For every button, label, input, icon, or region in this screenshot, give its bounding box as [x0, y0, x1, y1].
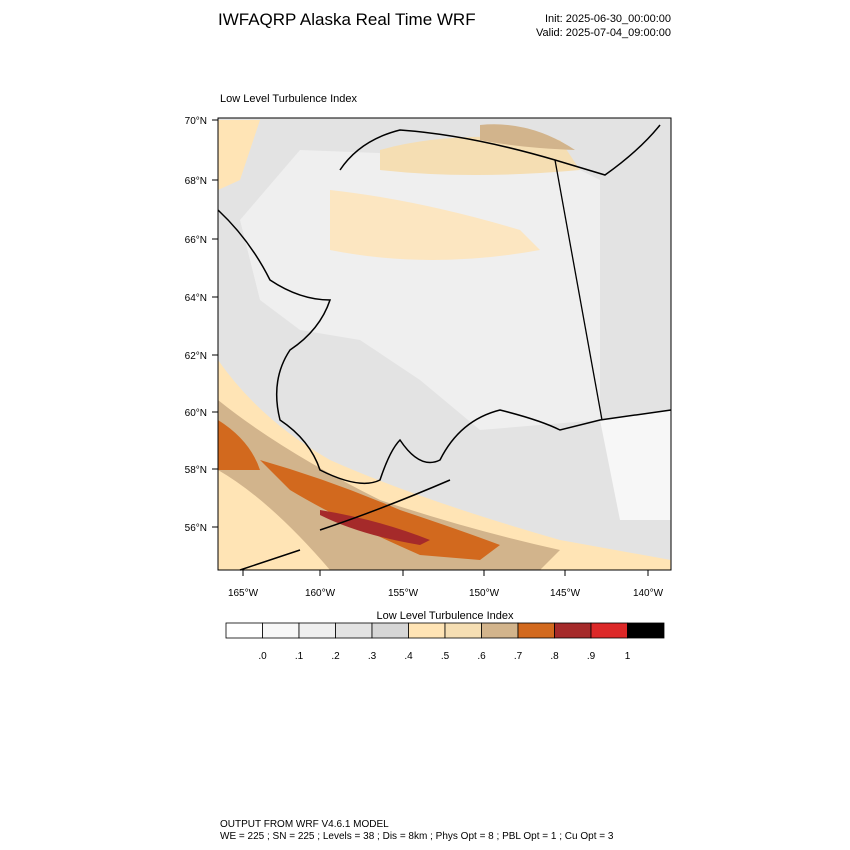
colorbar-swatch — [335, 622, 373, 639]
colorbar-swatch — [408, 622, 446, 639]
map-field — [218, 118, 671, 570]
lon-label: 145°W — [550, 588, 581, 599]
lat-label: 70°N — [185, 116, 207, 127]
colorbar-label: .9 — [587, 651, 596, 662]
map-frame — [217, 117, 672, 571]
lat-label: 60°N — [185, 408, 207, 419]
colorbar-swatch — [225, 622, 263, 639]
colorbar-label: .1 — [295, 651, 304, 662]
colorbar-label: 1 — [625, 651, 631, 662]
lat-label: 62°N — [185, 351, 207, 362]
lon-label: 165°W — [228, 588, 259, 599]
main-title: IWFAQRP Alaska Real Time WRF — [218, 10, 476, 29]
lon-label: 150°W — [469, 588, 500, 599]
lat-label: 68°N — [185, 176, 207, 187]
colorbar-label: .7 — [514, 651, 523, 662]
colorbar-label: .2 — [331, 651, 340, 662]
colorbar-label: .4 — [404, 651, 413, 662]
colorbar-swatch — [517, 622, 555, 639]
colorbar-label: .5 — [441, 651, 450, 662]
map-title: Low Level Turbulence Index — [220, 93, 357, 105]
lat-label: 66°N — [185, 235, 207, 246]
lat-label: 58°N — [185, 465, 207, 476]
init-time: Init: 2025-06-30_00:00:00 — [545, 13, 671, 25]
lon-label: 155°W — [388, 588, 419, 599]
colorbar-swatch — [262, 622, 300, 639]
borders — [554, 159, 603, 421]
lat-label: 64°N — [185, 293, 207, 304]
colorbar-label: .8 — [550, 651, 559, 662]
footer-line: WE = 225 ; SN = 225 ; Levels = 38 ; Dis … — [220, 831, 614, 842]
lat-label: 56°N — [185, 523, 207, 534]
colorbar-swatch — [481, 622, 519, 639]
colorbar-swatch — [298, 622, 336, 639]
colorbar-swatch — [554, 622, 592, 639]
colorbar-swatch — [627, 622, 665, 639]
colorbar-swatch — [371, 622, 409, 639]
lon-label: 160°W — [305, 588, 336, 599]
footer-line: OUTPUT FROM WRF V4.6.1 MODEL — [220, 819, 389, 830]
colorbar-swatch — [590, 622, 628, 639]
valid-time: Valid: 2025-07-04_09:00:00 — [536, 27, 671, 39]
coastline — [217, 124, 672, 571]
colorbar-label: .3 — [368, 651, 377, 662]
colorbar-swatch — [444, 622, 482, 639]
colorbar-title: Low Level Turbulence Index — [377, 610, 514, 622]
colorbar-label: .6 — [477, 651, 486, 662]
lon-label: 140°W — [633, 588, 664, 599]
colorbar-label: .0 — [258, 651, 267, 662]
